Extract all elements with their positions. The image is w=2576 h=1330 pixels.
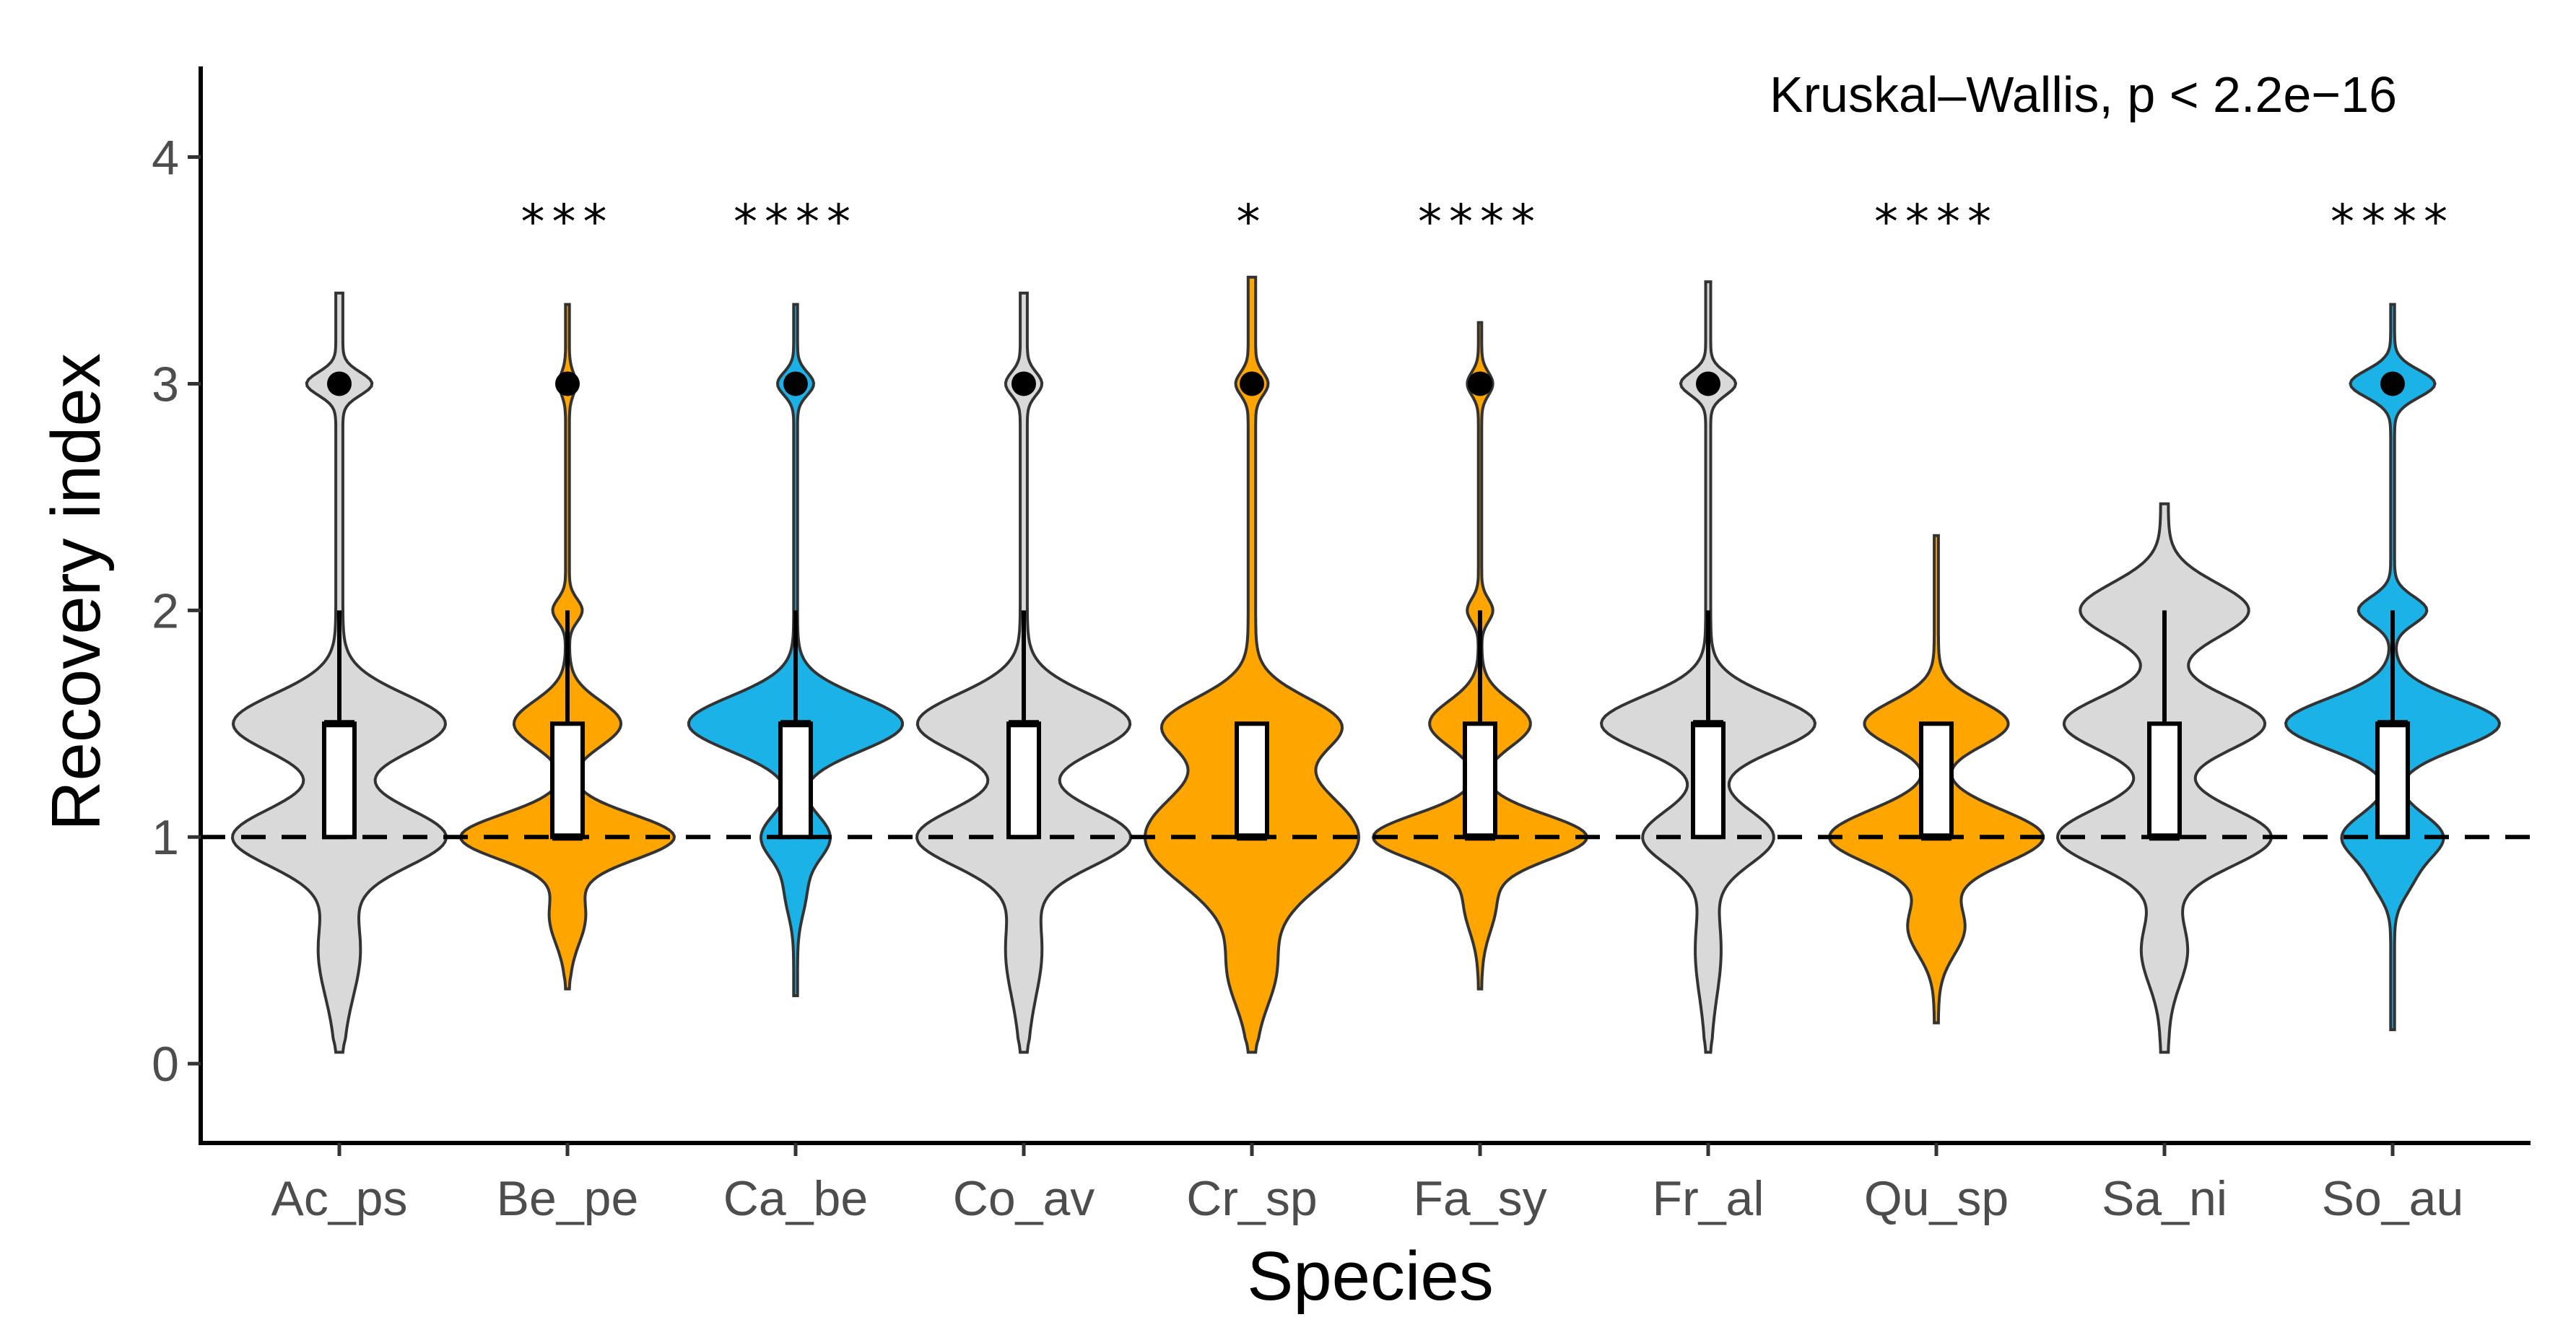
x-tick-label: Cr_sp [1186,1171,1317,1226]
outlier-so-au [2380,371,2405,396]
outlier-fr-al [1696,371,1720,396]
significance-label: **** [1418,194,1542,250]
x-tick-label: Co_av [953,1171,1095,1226]
outlier-layer [327,371,2405,396]
x-tick-label: Sa_ni [2102,1171,2227,1226]
y-tick-label: 3 [152,357,179,412]
box-qu-sp [1919,721,1954,840]
box-cr-sp [1235,721,1269,840]
violin-cr-sp [1143,275,1361,1054]
x-tick-label: Fa_sy [1413,1171,1546,1226]
significance-label: *** [521,194,614,250]
x-tick-label: Qu_sp [1864,1171,2009,1226]
x-tick-label: Ca_be [723,1171,868,1226]
outlier-cr-sp [1240,371,1264,396]
significance-label: **** [734,194,858,250]
x-tick-label: So_au [2322,1171,2464,1226]
box-ac-ps [322,721,357,840]
x-tick-label: Be_pe [497,1171,639,1226]
tick-layer: 0 1 2 3 4 Ac_ps Be_pe Ca_be Co_av Cr_sp Fa_sy Fr_al… [152,131,2463,1226]
outlier-be-pe [555,371,580,396]
box-ca-be [778,721,813,840]
significance-label: **** [2331,194,2455,250]
boxplot-layer [322,610,2410,841]
significance-label: **** [1874,194,1998,250]
outlier-fa-sy [1468,371,1492,396]
kruskal-wallis-annotation: Kruskal–Wallis, p < 2.2e−16 [1770,66,2397,123]
y-tick-label: 2 [152,583,179,638]
box-so-au [2375,721,2410,840]
box-be-pe [550,721,585,840]
box-sa-ni [2147,721,2182,840]
y-tick-label: 4 [152,131,179,186]
x-tick-label: Fr_al [1653,1171,1765,1226]
significance-layer: *** **** * **** **** **** [521,194,2455,250]
outlier-ca-be [783,371,808,396]
y-axis-title: Recovery index [38,353,115,831]
outlier-co-av [1011,371,1036,396]
outlier-ac-ps [327,371,352,396]
significance-label: * [1237,194,1268,250]
box-co-av [1006,721,1041,840]
axes [199,66,2531,1145]
x-axis-title: Species [1247,1238,1494,1315]
y-tick-label: 1 [152,810,179,865]
box-fr-al [1691,721,1726,840]
x-tick-label: Ac_ps [271,1171,408,1226]
box-fa-sy [1463,721,1497,840]
y-tick-label: 0 [152,1037,179,1092]
